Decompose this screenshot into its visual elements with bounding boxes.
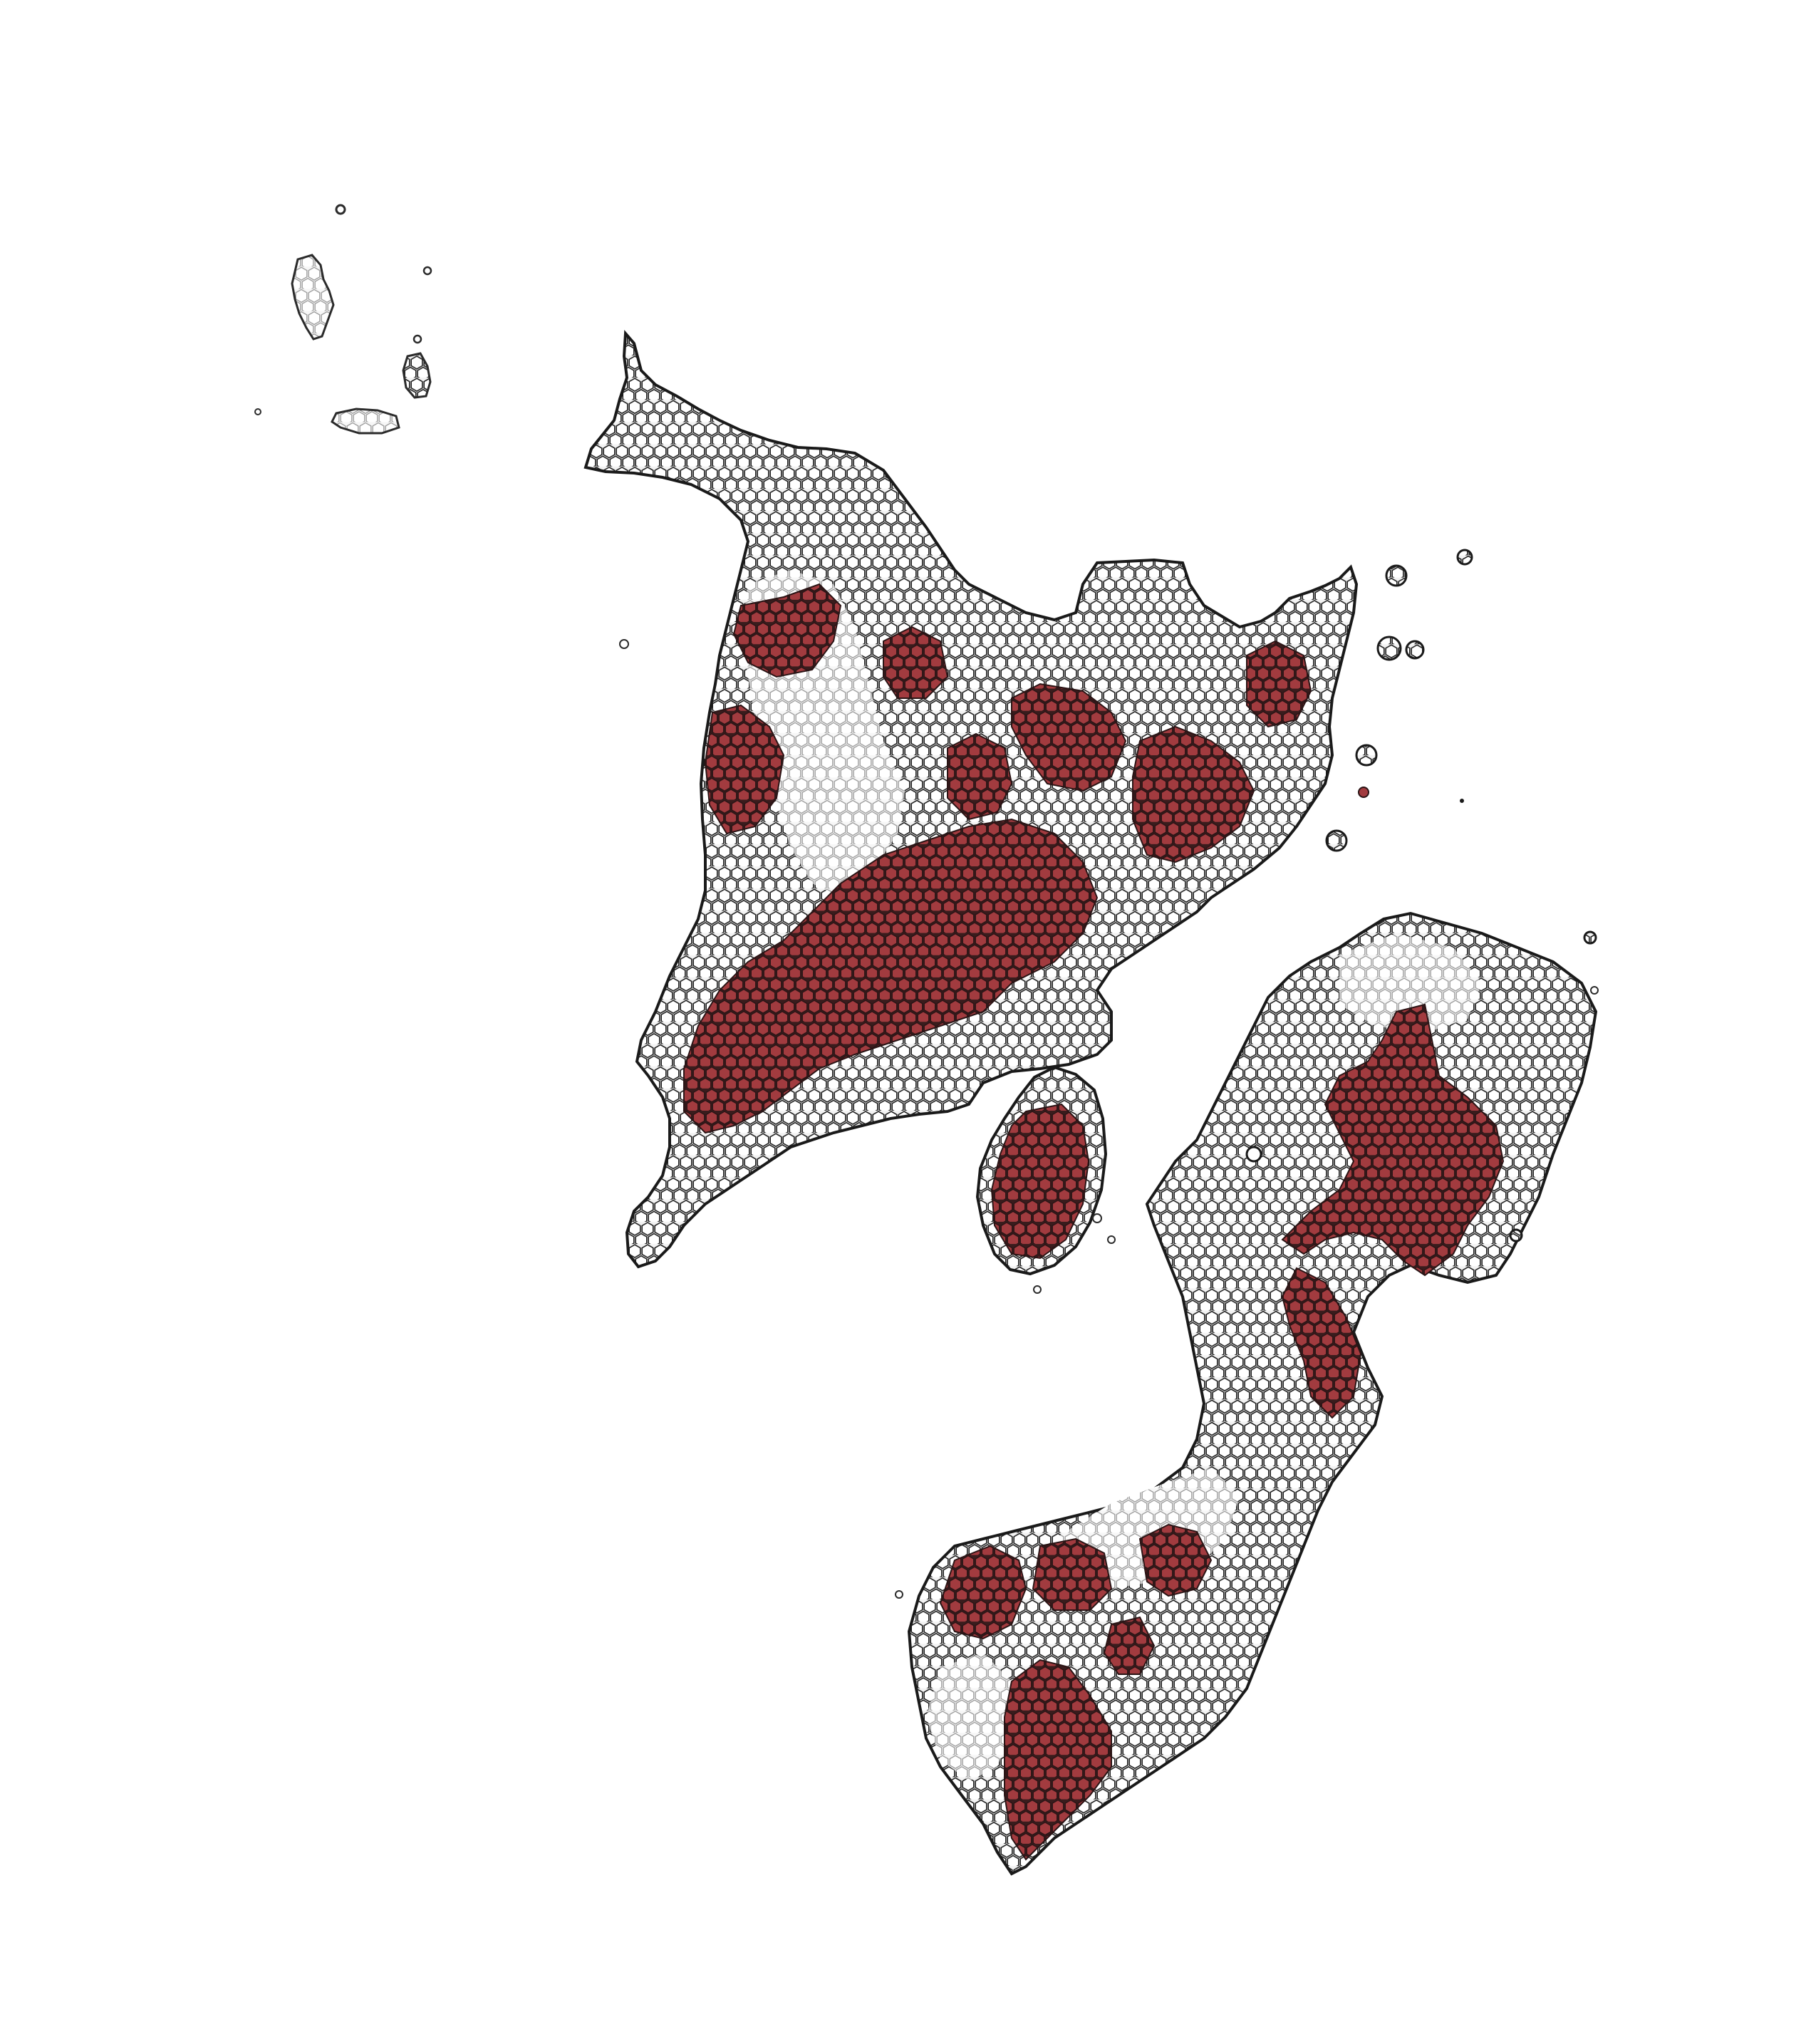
north-cluster-5	[1132, 725, 1255, 863]
southeast-cluster-3	[939, 1545, 1027, 1640]
southeast-cluster-4	[1004, 1659, 1112, 1861]
north-cluster-7	[1246, 640, 1312, 728]
north-cluster-3	[683, 818, 1099, 1134]
north-cluster-2	[704, 704, 785, 835]
central-islet-2	[1107, 1235, 1116, 1244]
southeast-cluster-2	[1281, 1267, 1362, 1419]
central-islet-3	[1033, 1285, 1042, 1294]
nw-islet-1	[335, 204, 346, 215]
central-island	[975, 1065, 1116, 1294]
north-cluster-6	[947, 732, 1013, 821]
north-cluster-8	[883, 626, 949, 699]
southeast-pale-region-1	[1339, 933, 1482, 1033]
east-islet-1	[1385, 564, 1408, 587]
central-islet-1	[1092, 1213, 1102, 1223]
north-cluster-1	[732, 583, 842, 678]
se-islet-5	[895, 1590, 903, 1599]
east-islet-3	[1376, 635, 1402, 661]
east-islet-red	[1358, 787, 1369, 798]
southeast-pale-region-3	[926, 1653, 1012, 1781]
southeast-highlighted-cells	[939, 1003, 1505, 1861]
southeast-cluster-5	[1032, 1537, 1113, 1611]
nw-island-3	[331, 408, 400, 435]
nw-islet-3	[412, 334, 422, 344]
north-cluster-4	[1011, 683, 1127, 792]
se-islet-3	[1590, 986, 1599, 995]
east-islet-6	[1456, 549, 1473, 566]
se-islet-1	[1509, 1228, 1523, 1243]
nw-island-1	[291, 254, 335, 341]
southeast-cluster-1	[1281, 1003, 1505, 1277]
east-islet-4	[1355, 744, 1378, 767]
east-islet-8	[1460, 799, 1464, 803]
northern-peninsula	[583, 329, 1359, 1269]
se-islet-4	[1245, 1146, 1262, 1163]
southeastern-peninsula	[895, 911, 1599, 1876]
se-islet-2	[1583, 930, 1597, 945]
small-northwest-islands	[254, 204, 432, 435]
east-islet-2	[1405, 640, 1425, 660]
nw-island-2	[402, 352, 432, 399]
northern-highlighted-cells	[683, 583, 1312, 1134]
southeast-cluster-6	[1138, 1523, 1213, 1597]
southeast-cluster-7	[1103, 1616, 1156, 1675]
central-island-highlight	[990, 1103, 1090, 1260]
east-islet-7	[619, 639, 629, 649]
east-islet-5	[1325, 829, 1348, 852]
nw-islet-2	[422, 266, 432, 276]
eastern-islets	[619, 549, 1473, 852]
nw-islet-4	[254, 408, 261, 415]
